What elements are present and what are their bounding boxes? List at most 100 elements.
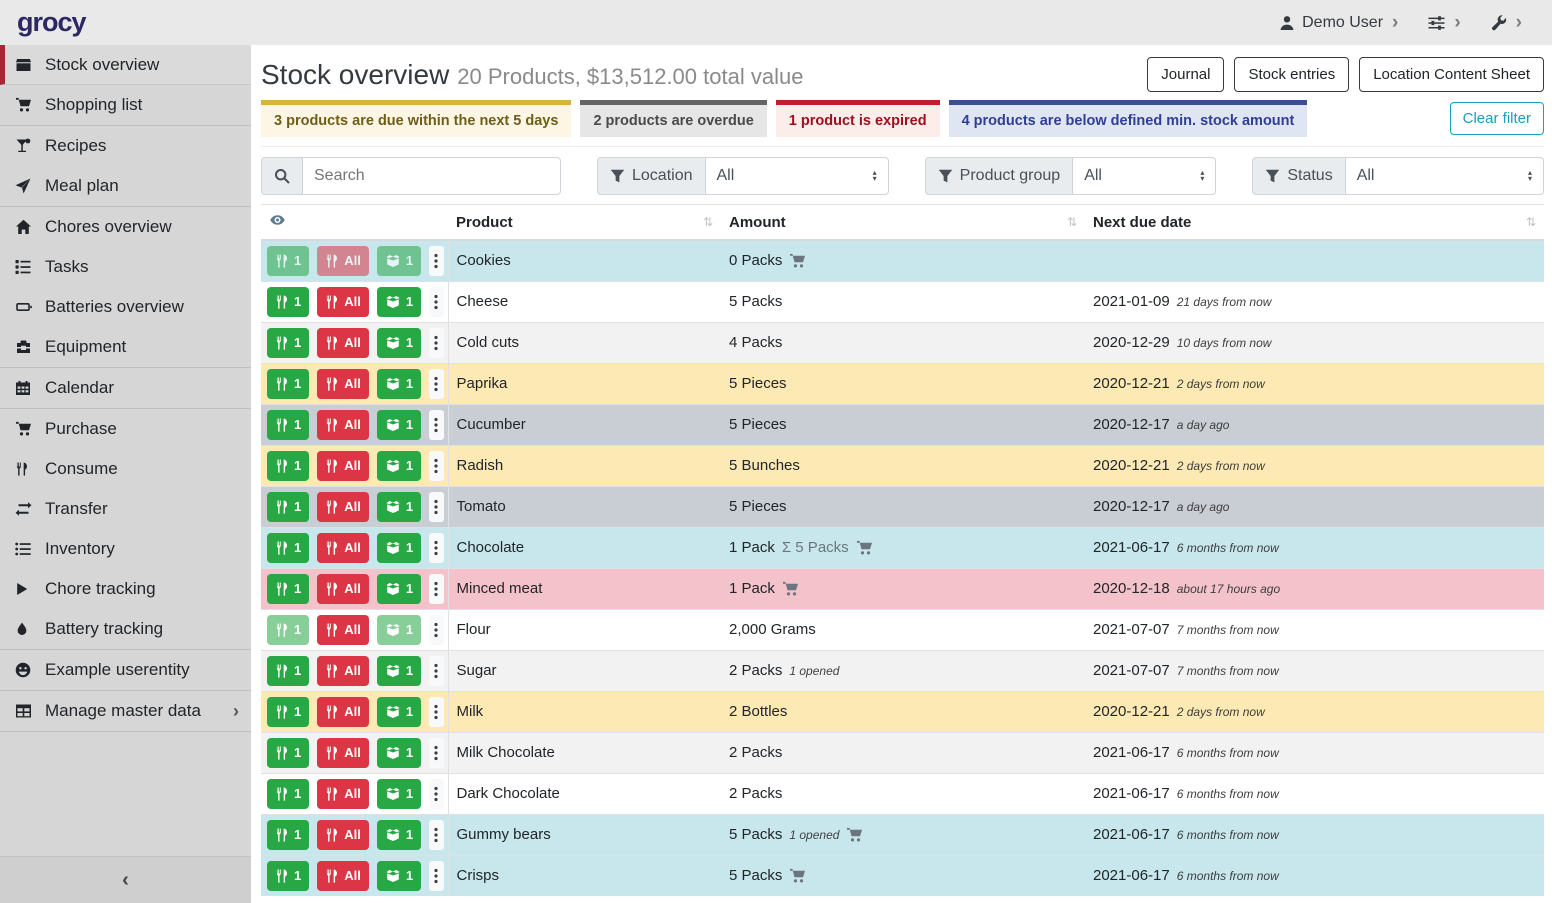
consume-one-button[interactable]: 1 <box>267 491 310 522</box>
consume-one-button[interactable]: 1 <box>267 655 310 686</box>
row-menu-button[interactable] <box>429 655 444 686</box>
consume-all-button[interactable]: All <box>317 778 369 809</box>
consume-all-button[interactable]: All <box>317 286 369 317</box>
consume-all-button[interactable]: All <box>317 573 369 604</box>
sidebar-item-inventory[interactable]: Inventory › <box>0 529 251 569</box>
consume-one-button[interactable]: 1 <box>267 614 310 645</box>
consume-all-button[interactable]: All <box>317 737 369 768</box>
consume-all-button[interactable]: All <box>317 614 369 645</box>
consume-one-button[interactable]: 1 <box>267 368 310 399</box>
consume-all-button[interactable]: All <box>317 655 369 686</box>
consume-one-button[interactable]: 1 <box>267 532 310 563</box>
row-menu-button[interactable] <box>429 491 444 522</box>
sidebar-item-meal-plan[interactable]: Meal plan › <box>0 166 251 206</box>
status-banner-belowmin[interactable]: 4 products are below defined min. stock … <box>948 100 1308 137</box>
consume-one-button[interactable]: 1 <box>267 696 310 727</box>
settings-menu[interactable]: › <box>1428 13 1461 32</box>
sidebar-item-consume[interactable]: Consume › <box>0 449 251 489</box>
consume-all-button[interactable]: All <box>317 245 369 276</box>
sidebar-item-calendar[interactable]: Calendar › <box>0 368 251 408</box>
consume-all-button[interactable]: All <box>317 819 369 850</box>
status-banner-overdue[interactable]: 2 products are overdue <box>580 100 767 137</box>
row-menu-button[interactable] <box>429 327 444 358</box>
open-one-button[interactable]: 1 <box>376 778 422 809</box>
filter-select-location[interactable]: All ▴ ▾ <box>705 157 889 195</box>
open-one-button[interactable]: 1 <box>376 819 422 850</box>
consume-one-button[interactable]: 1 <box>267 327 310 358</box>
consume-one-button[interactable]: 1 <box>267 409 310 440</box>
sidebar-item-tasks[interactable]: Tasks › <box>0 247 251 287</box>
open-one-button[interactable]: 1 <box>376 860 422 891</box>
open-one-button[interactable]: 1 <box>376 737 422 768</box>
sidebar-item-recipes[interactable]: Recipes › <box>0 126 251 166</box>
row-menu-button[interactable] <box>429 696 444 727</box>
consume-all-button[interactable]: All <box>317 860 369 891</box>
row-menu-button[interactable] <box>429 450 444 481</box>
open-one-button[interactable]: 1 <box>376 245 422 276</box>
filter-select-product-group[interactable]: All ▴ ▾ <box>1073 157 1217 195</box>
sidebar-item-chores-overview[interactable]: Chores overview › <box>0 207 251 247</box>
sidebar-item-shopping-list[interactable]: Shopping list › <box>0 85 251 125</box>
sidebar-collapse-button[interactable]: ‹ <box>0 856 251 903</box>
consume-all-button[interactable]: All <box>317 532 369 563</box>
sidebar-item-battery-tracking[interactable]: Battery tracking › <box>0 609 251 649</box>
row-menu-button[interactable] <box>429 778 444 809</box>
consume-all-button[interactable]: All <box>317 409 369 440</box>
user-menu[interactable]: Demo User › <box>1279 13 1398 32</box>
consume-all-button[interactable]: All <box>317 450 369 481</box>
row-menu-button[interactable] <box>429 286 444 317</box>
admin-menu[interactable]: › <box>1491 13 1522 32</box>
open-one-button[interactable]: 1 <box>376 655 422 686</box>
consume-one-button[interactable]: 1 <box>267 573 310 604</box>
sidebar-item-transfer[interactable]: Transfer › <box>0 489 251 529</box>
consume-one-button[interactable]: 1 <box>267 778 310 809</box>
column-header-amount[interactable]: Amount ⇅ <box>721 204 1085 241</box>
status-banner-due[interactable]: 3 products are due within the next 5 day… <box>261 100 572 137</box>
row-menu-button[interactable] <box>429 368 444 399</box>
sidebar-item-purchase[interactable]: Purchase › <box>0 409 251 449</box>
consume-one-button[interactable]: 1 <box>267 819 310 850</box>
row-menu-button[interactable] <box>429 614 444 645</box>
open-one-button[interactable]: 1 <box>376 532 422 563</box>
open-one-button[interactable]: 1 <box>376 573 422 604</box>
row-menu-button[interactable] <box>429 409 444 440</box>
consume-one-button[interactable]: 1 <box>267 737 310 768</box>
sidebar-item-batteries-overview[interactable]: Batteries overview › <box>0 287 251 327</box>
open-one-button[interactable]: 1 <box>376 368 422 399</box>
row-menu-button[interactable] <box>429 819 444 850</box>
location-content-sheet-button[interactable]: Location Content Sheet <box>1359 57 1544 92</box>
consume-all-button[interactable]: All <box>317 696 369 727</box>
status-banner-expired[interactable]: 1 product is expired <box>775 100 940 137</box>
sidebar-item-manage-master-data[interactable]: Manage master data › <box>0 691 251 731</box>
consume-all-button[interactable]: All <box>317 327 369 358</box>
row-menu-button[interactable] <box>429 245 444 276</box>
row-menu-button[interactable] <box>429 532 444 563</box>
sidebar-item-chore-tracking[interactable]: Chore tracking › <box>0 569 251 609</box>
open-one-button[interactable]: 1 <box>376 696 422 727</box>
stock-entries-button[interactable]: Stock entries <box>1234 57 1350 92</box>
row-menu-button[interactable] <box>429 573 444 604</box>
clear-filter-button[interactable]: Clear filter <box>1449 102 1544 135</box>
open-one-button[interactable]: 1 <box>376 409 422 440</box>
filter-select-status[interactable]: All ▴ ▾ <box>1345 157 1545 195</box>
open-one-button[interactable]: 1 <box>376 614 422 645</box>
consume-one-button[interactable]: 1 <box>267 245 310 276</box>
open-one-button[interactable]: 1 <box>376 450 422 481</box>
consume-one-button[interactable]: 1 <box>267 286 310 317</box>
open-one-button[interactable]: 1 <box>376 286 422 317</box>
consume-one-button[interactable]: 1 <box>267 450 310 481</box>
column-header-due-date[interactable]: Next due date ⇅ <box>1085 204 1544 241</box>
row-menu-button[interactable] <box>429 737 444 768</box>
open-one-button[interactable]: 1 <box>376 327 422 358</box>
search-input[interactable] <box>303 157 561 195</box>
column-toggle-header[interactable] <box>261 204 448 241</box>
column-header-product[interactable]: Product ⇅ <box>448 204 721 241</box>
consume-all-button[interactable]: All <box>317 368 369 399</box>
sidebar-item-equipment[interactable]: Equipment › <box>0 327 251 367</box>
row-menu-button[interactable] <box>429 860 444 891</box>
open-one-button[interactable]: 1 <box>376 491 422 522</box>
consume-one-button[interactable]: 1 <box>267 860 310 891</box>
consume-all-button[interactable]: All <box>317 491 369 522</box>
sidebar-item-stock-overview[interactable]: Stock overview › <box>0 45 251 85</box>
sidebar-item-example-userentity[interactable]: Example userentity › <box>0 650 251 690</box>
